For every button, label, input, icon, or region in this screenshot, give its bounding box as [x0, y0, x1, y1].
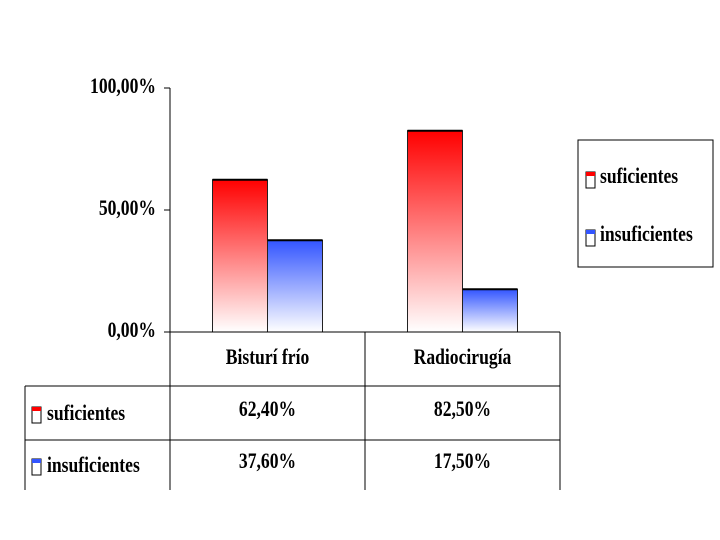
y-tick-label: 50,00%: [99, 196, 156, 220]
y-tick-label: 0,00%: [108, 318, 156, 342]
bar: [212, 179, 268, 333]
legend-label: insuficientes: [600, 222, 693, 246]
legend-label: suficientes: [600, 164, 678, 188]
x-tick-label: Bisturí frío: [226, 345, 310, 369]
table-value: 62,40%: [239, 397, 296, 421]
y-tick-label: 100,00%: [90, 74, 156, 98]
bar: [462, 288, 518, 333]
legend-key-color: [586, 172, 595, 176]
table-value: 37,60%: [239, 449, 296, 473]
table-value: 17,50%: [434, 449, 491, 473]
legend-key-color: [32, 407, 41, 411]
bar: [407, 130, 463, 333]
table-value: 82,50%: [434, 397, 491, 421]
bar: [267, 239, 323, 333]
legend-key-color: [32, 459, 41, 463]
table-row-label: suficientes: [47, 401, 125, 425]
legend-key-color: [586, 230, 595, 234]
x-tick-label: Radiocirugía: [414, 345, 512, 369]
table-row-label: insuficientes: [47, 453, 140, 477]
legend-box: [577, 139, 714, 268]
